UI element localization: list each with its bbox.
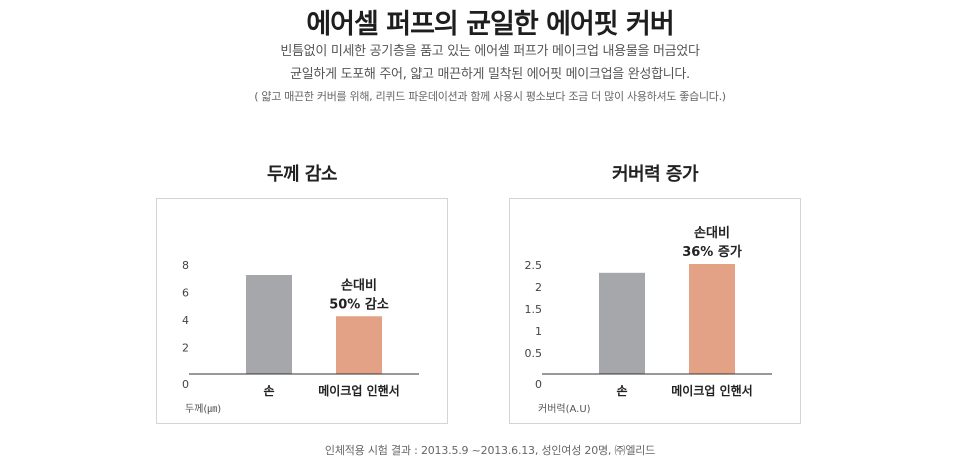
thickness-chart-title: 두께 감소 (266, 164, 338, 185)
y-tick-label: 2.5 (525, 259, 543, 272)
y-axis-label: 커버력(A.U) (538, 403, 591, 415)
coverage-chart-title: 커버력 증가 (611, 164, 699, 185)
y-tick-label: 0 (535, 378, 542, 391)
y-tick-label: 1.5 (525, 303, 543, 316)
bar-makeup-enhancer (336, 316, 382, 374)
annotation-label: 50% 감소 (329, 297, 389, 312)
footnote: 인체적용 시험 결과 : 2013.5.9 ~2013.6.13, 성인여성 2… (324, 444, 656, 457)
y-tick-label: 0 (182, 378, 189, 391)
x-category-label: 손 (616, 384, 627, 398)
y-tick-label: 0.5 (525, 347, 543, 360)
x-category-label: 손 (263, 384, 274, 398)
y-tick-label: 1 (535, 325, 542, 338)
x-category-label: 메이크업 인핸서 (671, 383, 752, 398)
y-tick-label: 4 (182, 314, 189, 327)
y-tick-label: 2 (182, 342, 189, 355)
bar-hand (246, 275, 292, 374)
annotation-label: 손대비 (341, 278, 377, 293)
annotation-label: 36% 증가 (682, 245, 742, 260)
y-tick-label: 6 (182, 287, 189, 300)
y-tick-label: 2 (535, 281, 542, 294)
y-tick-label: 8 (182, 259, 189, 272)
annotation-label: 손대비 (694, 226, 730, 241)
y-axis-label: 두께(㎛) (185, 403, 221, 415)
usage-note: ( 얇고 매끈한 커버를 위해, 리퀴드 파운데이션과 함께 사용시 평소보다 … (254, 90, 726, 103)
bar-makeup-enhancer (689, 264, 735, 374)
description-line-1: 빈틈없이 미세한 공기층을 품고 있는 에어셀 퍼프가 메이크업 내용물을 머금… (280, 44, 700, 59)
x-category-label: 메이크업 인핸서 (318, 383, 399, 398)
page-title: 에어셀 퍼프의 균일한 에어핏 커버 (306, 9, 674, 40)
description-line-2: 균일하게 도포해 주어, 얇고 매끈하게 밀착된 에어핏 메이크업을 완성합니다… (290, 67, 690, 82)
bar-hand (599, 272, 645, 374)
